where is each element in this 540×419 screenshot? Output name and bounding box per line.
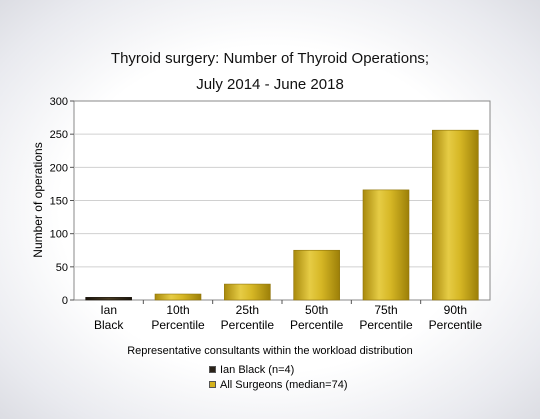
x-tick-label: 10th	[166, 303, 189, 317]
x-axis-label: Representative consultants within the wo…	[127, 345, 413, 357]
y-axis-ticks: 0 50 100 150 200 250 300	[50, 96, 74, 307]
y-tick-label: 50	[56, 262, 68, 274]
x-tick-label: Percentile	[429, 318, 483, 332]
gridlines	[74, 133, 490, 268]
legend-label: All Surgeons (median=74)	[220, 378, 348, 391]
x-tick-label: Percentile	[221, 318, 275, 332]
legend-swatch	[209, 366, 216, 373]
y-axis-label: Number of operations	[31, 142, 45, 257]
x-tick-label: 50th	[305, 303, 328, 317]
y-tick-label: 200	[50, 162, 68, 174]
y-tick-label: 0	[62, 295, 68, 307]
y-tick-label: 100	[50, 229, 68, 241]
bar-ian-black	[85, 297, 132, 301]
legend-item-ian-black: Ian Black (n=4)	[209, 362, 348, 377]
y-tick-label: 300	[50, 96, 68, 108]
bar-10th-percentile	[154, 293, 202, 301]
y-tick-label: 150	[50, 196, 68, 208]
legend-swatch	[209, 381, 216, 388]
x-tick-label: 75th	[374, 303, 397, 317]
bar-25th-percentile	[224, 283, 271, 301]
legend-item-all-surgeons: All Surgeons (median=74)	[209, 377, 348, 392]
legend-label: Ian Black (n=4)	[220, 363, 295, 376]
bar-90th-percentile	[432, 129, 479, 301]
y-tick-label: 250	[50, 129, 68, 141]
x-tick-label: 90th	[444, 303, 467, 317]
x-tick-label: Black	[94, 318, 124, 332]
bar-50th-percentile	[293, 249, 340, 301]
x-axis-ticks: IanBlack10thPercentile25thPercentile50th…	[94, 300, 482, 332]
x-tick-label: Percentile	[151, 318, 205, 332]
chart-title: Thyroid surgery: Number of Thyroid Opera…	[110, 50, 430, 67]
x-tick-label: 25th	[236, 303, 259, 317]
bar-75th-percentile	[362, 189, 410, 301]
x-tick-label: Percentile	[359, 318, 413, 332]
chart-subtitle: July 2014 - June 2018	[196, 76, 344, 93]
bars	[85, 129, 479, 301]
x-tick-label: Percentile	[290, 318, 344, 332]
x-tick-label: Ian	[100, 303, 117, 317]
legend: Ian Black (n=4) All Surgeons (median=74)	[209, 362, 348, 392]
